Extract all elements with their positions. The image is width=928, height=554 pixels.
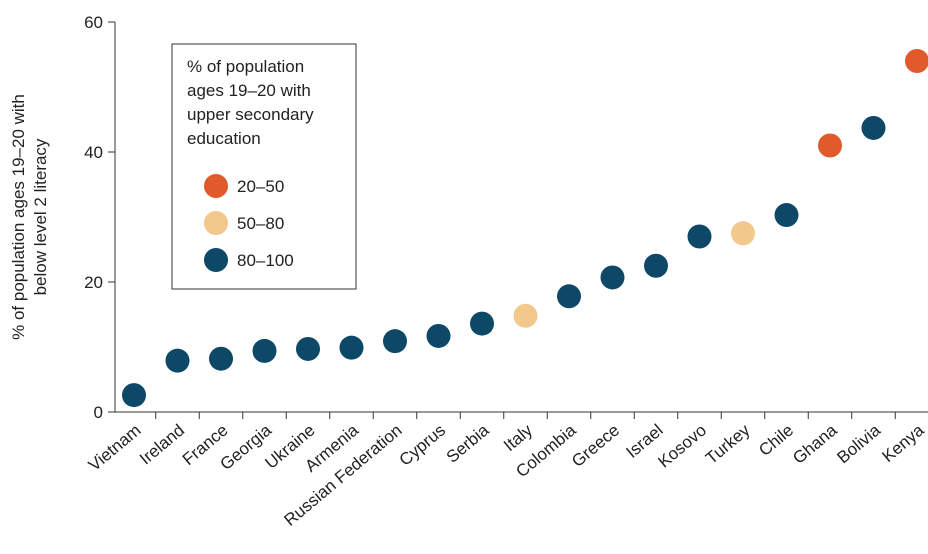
y-ticks: 0 20 40 60 (84, 13, 115, 422)
y-tick-label: 60 (84, 13, 103, 32)
y-tick-label: 20 (84, 273, 103, 292)
y-axis-title: % of population ages 19–20 with below lev… (9, 94, 50, 340)
x-tick-label: Cyprus (396, 421, 449, 470)
legend-swatch (204, 211, 228, 235)
legend-label: 80–100 (237, 251, 294, 270)
legend-swatch (204, 248, 228, 272)
data-point (644, 253, 668, 278)
x-tick-label: Vietnam (85, 421, 145, 475)
x-tick-label: Ireland (136, 421, 188, 469)
data-point (296, 336, 320, 361)
x-tick-label: Bolivia (833, 420, 884, 467)
x-ticks: VietnamIrelandFranceGeorgiaUkraineArmeni… (85, 412, 928, 530)
data-point (818, 133, 842, 158)
x-tick-label: Kenya (878, 420, 928, 466)
legend-title-line: upper secondary (187, 105, 314, 124)
data-point (861, 115, 886, 140)
data-point (774, 203, 799, 228)
y-axis-title-line: below level 2 literacy (31, 138, 50, 295)
data-point (687, 224, 712, 249)
x-tick-label: Serbia (443, 420, 493, 466)
y-tick-label: 0 (94, 403, 103, 422)
data-point (165, 348, 190, 373)
data-points (122, 49, 928, 408)
data-point (339, 335, 364, 360)
x-tick-label: Kosovo (654, 421, 710, 472)
data-point (122, 383, 146, 408)
axes (114, 22, 928, 413)
data-point (383, 329, 407, 354)
data-point (905, 49, 928, 73)
legend: % of population ages 19–20 with upper seco… (171, 43, 357, 290)
data-point (557, 284, 581, 309)
legend-title-line: ages 19–20 with (187, 81, 311, 100)
x-tick-label: Greece (568, 421, 623, 471)
y-axis-title-line: % of population ages 19–20 with (9, 94, 28, 340)
legend-box (171, 43, 357, 290)
data-point (470, 311, 494, 336)
x-tick-label: Ghana (789, 420, 841, 468)
data-point (731, 221, 755, 246)
legend-label: 50–80 (237, 214, 284, 233)
y-axis-title-text: % of population ages 19–20 with below lev… (9, 94, 50, 340)
legend-title-line: % of population (187, 57, 304, 76)
data-point (426, 323, 451, 348)
y-tick-label: 40 (84, 143, 103, 162)
legend-swatch (204, 174, 228, 198)
data-point (513, 303, 538, 328)
legend-title-line: education (187, 129, 261, 148)
data-point (209, 346, 233, 371)
x-tick-label: Turkey (702, 420, 754, 468)
data-point (600, 265, 625, 290)
legend-label: 20–50 (237, 177, 284, 196)
data-point (252, 338, 277, 363)
